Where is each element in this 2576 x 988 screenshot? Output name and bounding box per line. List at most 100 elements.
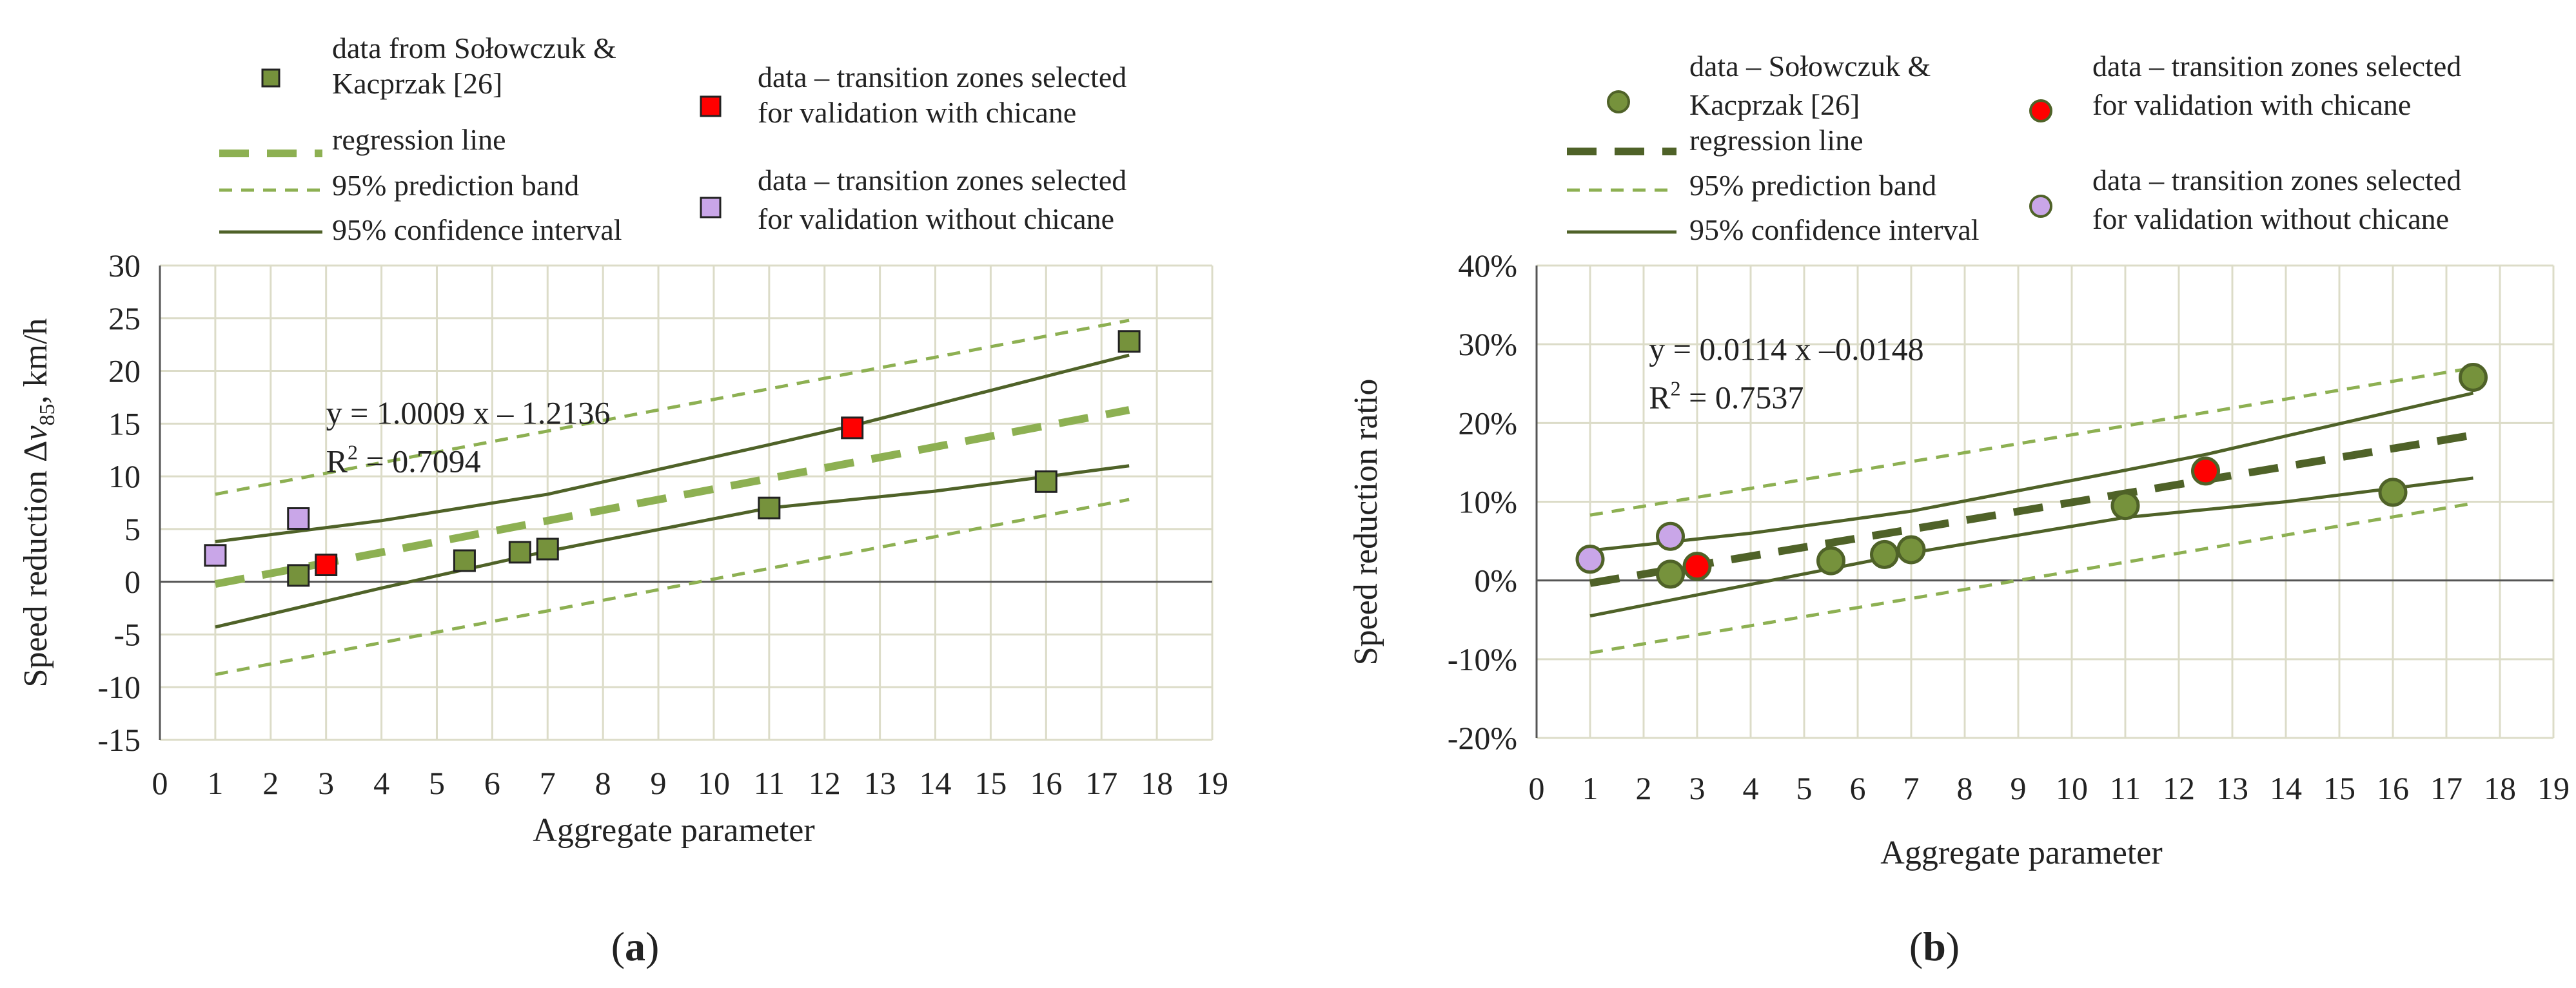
chart-a-r2-value: = 0.7094 (358, 443, 481, 479)
y-tick-label: -10% (1448, 641, 1517, 677)
data-point-green (2378, 478, 2408, 507)
x-tick-label: 18 (1141, 765, 1173, 801)
x-tick-label: 10 (2056, 770, 2088, 806)
data-point-green (1034, 470, 1057, 493)
x-tick-label: 5 (429, 765, 445, 801)
x-tick-label: 13 (2216, 770, 2248, 806)
confidence-interval-upper (215, 353, 1130, 543)
x-tick-label: 3 (318, 765, 334, 801)
x-tick-label: 7 (1903, 770, 1920, 806)
chart-b-lines (1589, 366, 2474, 655)
chart-a-y-label-var: v (17, 425, 54, 441)
caption-b-close: ) (1946, 924, 1960, 969)
data-point-green (2459, 362, 2488, 392)
chart-a-r2-prefix: R (326, 443, 348, 479)
x-tick-label: 13 (864, 765, 896, 801)
chart-b-legend: data – Sołowczuk & Kacprzak [26] regress… (1567, 50, 2461, 246)
regression-line (1589, 431, 2474, 587)
y-tick-label: 30% (1458, 326, 1517, 362)
confidence-interval-lower (215, 464, 1130, 629)
chart-b-equation: y = 0.0114 x –0.0148 (1649, 331, 1923, 367)
x-tick-label: 1 (207, 765, 223, 801)
confidence-interval-upper (1589, 391, 2474, 552)
data-point-red (315, 553, 338, 576)
data-point-green (1117, 330, 1141, 353)
x-tick-label: 1 (1582, 770, 1598, 806)
x-tick-label: 14 (919, 765, 952, 801)
y-tick-label: 20% (1458, 405, 1517, 441)
x-tick-label: 7 (540, 765, 556, 801)
x-tick-label: 2 (262, 765, 279, 801)
chart-a-points (204, 330, 1141, 587)
caption-a-open: ( (611, 924, 625, 969)
data-point-purple (1575, 545, 1605, 574)
confidence-interval-lower (1589, 476, 2473, 618)
x-tick-label: 11 (2110, 770, 2141, 806)
chart-b: 0 1 2 3 4 5 6 7 8 9 10 11 12 13 14 15 16 17 18 19 -20%-10%0… (1348, 50, 2570, 871)
y-tick-label: -20% (1448, 720, 1517, 756)
prediction-band-lower (215, 498, 1130, 677)
y-tick-label: 0% (1474, 563, 1517, 599)
y-tick-label: -5 (113, 616, 141, 652)
regression-line (214, 406, 1130, 588)
legend-b-without-chicane-label-line2: for validation without chicane (2092, 202, 2449, 235)
x-tick-label: 5 (1796, 770, 1813, 806)
chart-a-y-axis-label: Speed reduction Δv85, km/h (17, 318, 59, 688)
x-tick-label: 15 (2323, 770, 2355, 806)
x-tick-label: 10 (698, 765, 730, 801)
chart-a-r2-sup: 2 (348, 440, 358, 463)
x-tick-label: 19 (1196, 765, 1228, 801)
y-tick-label: 30 (108, 247, 141, 284)
data-point-purple (1656, 521, 1685, 551)
y-tick-label: 5 (124, 511, 141, 547)
prediction-band-upper (1589, 366, 2473, 517)
chart-b-r2-sup: 2 (1671, 377, 1681, 400)
x-tick-label: 3 (1689, 770, 1706, 806)
legend-a-confidence-label: 95% confidence interval (332, 213, 622, 246)
x-tick-label: 0 (1529, 770, 1545, 806)
chart-b-r2: R2 = 0.7537 (1649, 377, 1804, 416)
chart-a-y-label-sub: 85 (35, 403, 59, 425)
caption-b-letter: b (1923, 924, 1946, 969)
chart-b-r2-prefix: R (1649, 380, 1671, 416)
x-tick-label: 12 (2163, 770, 2195, 806)
y-tick-label: 10 (108, 458, 141, 494)
legend-a-prediction-label: 95% prediction band (332, 169, 579, 202)
chart-b-r2-value: = 0.7537 (1681, 380, 1804, 416)
x-tick-label: 2 (1636, 770, 1652, 806)
x-tick-label: 6 (1850, 770, 1866, 806)
legend-b-confidence-label: 95% confidence interval (1689, 213, 1980, 246)
x-tick-label: 15 (974, 765, 1007, 801)
legend-b-with-chicane-label-line2: for validation with chicane (2092, 88, 2411, 121)
legend-b-red-marker (2029, 99, 2052, 122)
y-tick-label: 25 (108, 300, 141, 336)
data-point-green (1656, 559, 1685, 589)
x-tick-label: 8 (1957, 770, 1973, 806)
x-tick-label: 19 (2537, 770, 2570, 806)
y-tick-label: 0 (124, 564, 141, 600)
x-tick-label: 4 (1743, 770, 1759, 806)
x-tick-label: 11 (754, 765, 785, 801)
data-point-green (287, 564, 310, 587)
data-point-green (508, 541, 531, 564)
data-point-green (453, 549, 476, 572)
x-tick-label: 18 (2484, 770, 2516, 806)
data-point-green (1870, 539, 1899, 569)
chart-b-x-tick-labels: 0 1 2 3 4 5 6 7 8 9 10 11 12 13 14 15 16 17 18 19 (1529, 770, 2570, 806)
legend-b-data-marker (1607, 90, 1630, 113)
prediction-band-lower (1589, 501, 2473, 655)
caption-a-letter: a (625, 924, 645, 969)
chart-b-y-axis-label: Speed reduction ratio (1348, 379, 1384, 666)
y-tick-label: 40% (1458, 247, 1517, 284)
svg-text:(b): (b) (1909, 924, 1960, 969)
legend-b-with-chicane-label: data – transition zones selected (2092, 50, 2461, 82)
data-point-purple (287, 507, 310, 530)
svg-text:(a): (a) (611, 924, 660, 969)
legend-b-data-label: data – Sołowczuk & (1689, 50, 1931, 82)
x-tick-label: 16 (1030, 765, 1062, 801)
legend-b-without-chicane-label: data – transition zones selected (2092, 164, 2461, 197)
legend-a-data-label: data from Sołowczuk & (332, 32, 616, 64)
data-point-red (2191, 456, 2220, 486)
x-tick-label: 12 (809, 765, 841, 801)
